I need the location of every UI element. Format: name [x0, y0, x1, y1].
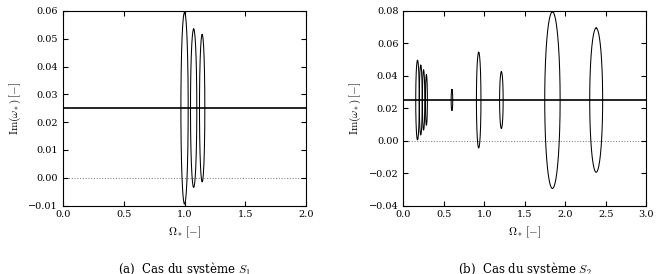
Text: (b)  Cas du système $S_2$: (b) Cas du système $S_2$: [458, 260, 592, 274]
X-axis label: $\Omega_* \, [-]$: $\Omega_* \, [-]$: [509, 225, 542, 240]
Text: (a)  Cas du système $S_1$: (a) Cas du système $S_1$: [118, 260, 251, 274]
Y-axis label: $\mathrm{Im}(\omega_*) \, [-]$: $\mathrm{Im}(\omega_*) \, [-]$: [348, 82, 363, 135]
Y-axis label: $\mathrm{Im}(\omega_*) \, [-]$: $\mathrm{Im}(\omega_*) \, [-]$: [7, 82, 23, 135]
X-axis label: $\Omega_* \, [-]$: $\Omega_* \, [-]$: [168, 225, 201, 240]
